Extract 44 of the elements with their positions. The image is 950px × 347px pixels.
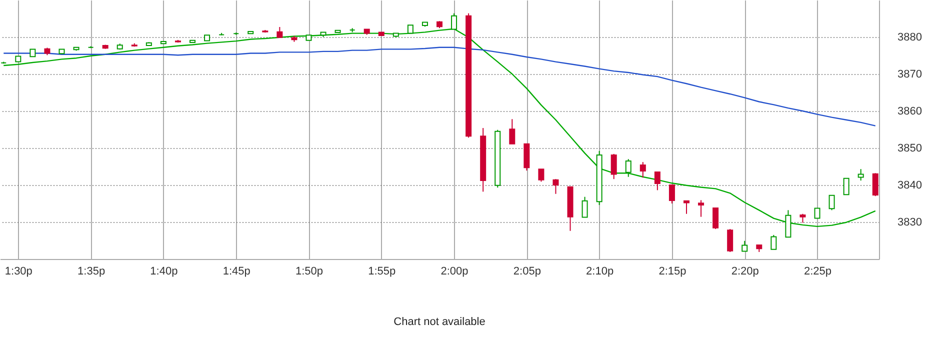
candlestick <box>640 162 646 178</box>
line-series <box>3 46 876 126</box>
candlestick <box>610 153 617 180</box>
candlestick <box>582 196 588 218</box>
x-tick-label: 2:20p <box>731 266 759 278</box>
candlestick <box>654 172 660 191</box>
candlestick <box>828 194 835 211</box>
candlestick <box>843 178 850 196</box>
candlestick <box>683 200 690 214</box>
x-tick-label: 1:30p <box>4 266 32 278</box>
x-tick-label: 1:50p <box>295 266 324 278</box>
x-tick-label: 2:25p <box>804 266 832 278</box>
x-tick-label: 2:15p <box>658 266 686 278</box>
x-tick-label: 2:00p <box>440 266 468 278</box>
x-tick-label: 1:55p <box>368 266 396 278</box>
x-tick-label: 2:05p <box>513 266 541 278</box>
x-tick-label: 2:10p <box>586 266 614 278</box>
y-tick-label: 3830 <box>898 216 922 228</box>
text: Chart not available <box>394 316 486 328</box>
y-tick-label: 3880 <box>898 32 922 44</box>
candlestick <box>872 172 878 197</box>
x-tick-label: 1:40p <box>150 266 178 278</box>
candlestick <box>742 240 748 252</box>
candlestick <box>451 12 458 30</box>
candlestick <box>698 200 704 218</box>
y-tick-label: 3870 <box>898 68 922 80</box>
candlestick <box>552 178 559 194</box>
candlestick <box>509 118 516 144</box>
candlestick <box>814 208 820 219</box>
candlestick <box>524 143 530 172</box>
candlestick <box>668 184 675 204</box>
candlestick <box>858 168 864 182</box>
y-tick-label: 3850 <box>898 142 922 154</box>
y-tick-label: 3860 <box>898 106 922 118</box>
x-tick-label: 1:35p <box>78 266 106 278</box>
candlestick <box>770 234 777 250</box>
candlestick <box>276 26 283 38</box>
candlestick <box>538 168 544 182</box>
candlestick <box>625 158 632 178</box>
candlestick <box>727 228 734 252</box>
candlestick <box>785 210 792 238</box>
x-tick-label: 1:45p <box>222 266 250 278</box>
candlestick <box>712 207 719 230</box>
y-tick-label: 3840 <box>898 180 922 192</box>
